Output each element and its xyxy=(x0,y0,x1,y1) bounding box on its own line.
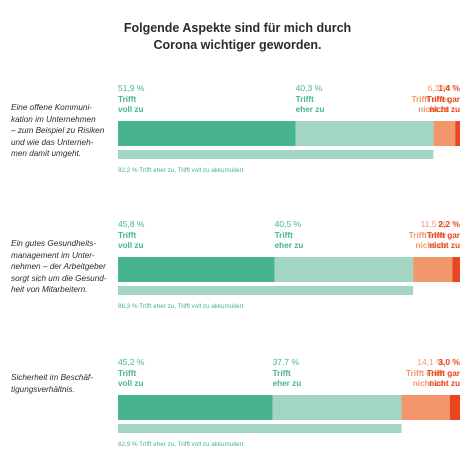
bar-segment-eher xyxy=(295,121,434,146)
question-label-text: Ein gutes Gesundheits- management im Unt… xyxy=(11,239,107,294)
series-label-eher: eher zu xyxy=(273,379,302,388)
pct-label-eher-nicht: 14,1 % xyxy=(417,357,444,367)
pct-label-eher: 40,5 % xyxy=(275,219,302,229)
bar-segment-eher xyxy=(272,395,402,420)
pct-label-voll: 45,2 % xyxy=(118,357,145,367)
bar-segment-voll xyxy=(118,121,296,146)
series-label-gar-nicht: nicht zu xyxy=(429,379,460,388)
accumulated-label: 92,2 % Trifft eher zu, Trifft voll zu ak… xyxy=(118,167,244,174)
question-label-text: Sicherheit im Beschäf- tigungsverhältnis… xyxy=(11,373,93,394)
pct-label-gar-nicht: 3,0 % xyxy=(438,357,460,367)
pct-label-voll: 51,9 % xyxy=(118,83,145,93)
series-label-voll: voll zu xyxy=(118,105,143,114)
question-label-text: Eine offene Kommuni- kation im Unternehm… xyxy=(11,103,105,158)
accumulated-bar xyxy=(118,286,414,295)
series-label-eher-nicht: Trifft eher xyxy=(409,231,448,240)
accumulated-label: 82,9 % Trifft eher zu, Trifft voll zu ak… xyxy=(118,441,244,448)
series-label-eher-nicht: nicht zu xyxy=(413,379,444,388)
series-label-voll: Trifft xyxy=(118,95,136,104)
pct-label-eher-nicht: 6,3 % xyxy=(427,83,449,93)
pct-label-gar-nicht: 1,4 % xyxy=(438,83,460,93)
bar-segment-eher-nicht xyxy=(401,395,450,420)
series-label-eher: Trifft xyxy=(296,95,314,104)
chart-title-line-1: Folgende Aspekte sind für mich durch xyxy=(123,21,352,35)
series-label-gar-nicht: nicht zu xyxy=(429,105,460,114)
series-label-voll: Trifft xyxy=(118,369,136,378)
bar-segment-voll xyxy=(118,395,273,420)
series-label-eher: eher zu xyxy=(296,105,325,114)
series-label-gar-nicht: Trifft gar xyxy=(427,95,461,104)
series-label-voll: Trifft xyxy=(118,231,136,240)
series-label-gar-nicht: nicht zu xyxy=(429,241,460,250)
bar-segment-eher-nicht xyxy=(433,121,456,146)
chart-title: Folgende Aspekte sind für mich durch Cor… xyxy=(0,20,475,54)
bar-segment-gar-nicht xyxy=(452,257,460,282)
chart-title-line-2: Corona wichtiger geworden. xyxy=(153,38,322,52)
series-label-eher-nicht: nicht zu xyxy=(418,105,449,114)
series-label-eher: Trifft xyxy=(275,231,293,240)
pct-label-eher: 40,3 % xyxy=(296,83,323,93)
series-label-gar-nicht: Trifft gar xyxy=(427,369,461,378)
pct-label-eher-nicht: 11,5 % xyxy=(421,219,447,229)
pct-label-gar-nicht: 2,2 % xyxy=(438,219,460,229)
question-label-2: Ein gutes Gesundheits- management im Unt… xyxy=(11,238,115,296)
question-label-1: Eine offene Kommuni- kation im Unternehm… xyxy=(11,102,115,160)
series-label-eher-nicht: Trifft eher xyxy=(411,95,450,104)
series-label-eher: eher zu xyxy=(275,241,304,250)
series-label-gar-nicht: Trifft gar xyxy=(427,231,461,240)
series-label-eher-nicht: Trifft eher xyxy=(406,369,445,378)
series-label-eher-nicht: nicht zu xyxy=(416,241,447,250)
question-label-3: Sicherheit im Beschäf- tigungsverhältnis… xyxy=(11,372,115,395)
accumulated-bar xyxy=(118,150,434,159)
series-label-voll: voll zu xyxy=(118,379,143,388)
bar-segment-gar-nicht xyxy=(449,395,460,420)
bar-segment-eher-nicht xyxy=(413,257,453,282)
accumulated-bar xyxy=(118,424,402,433)
bar-segment-eher xyxy=(274,257,414,282)
series-label-eher: Trifft xyxy=(273,369,291,378)
pct-label-eher: 37,7 % xyxy=(273,357,300,367)
pct-label-voll: 45,8 % xyxy=(118,219,145,229)
bar-segment-gar-nicht xyxy=(455,121,460,146)
bar-segment-voll xyxy=(118,257,275,282)
accumulated-label: 86,3 % Trifft eher zu, Trifft voll zu ak… xyxy=(118,303,244,310)
series-label-voll: voll zu xyxy=(118,241,143,250)
